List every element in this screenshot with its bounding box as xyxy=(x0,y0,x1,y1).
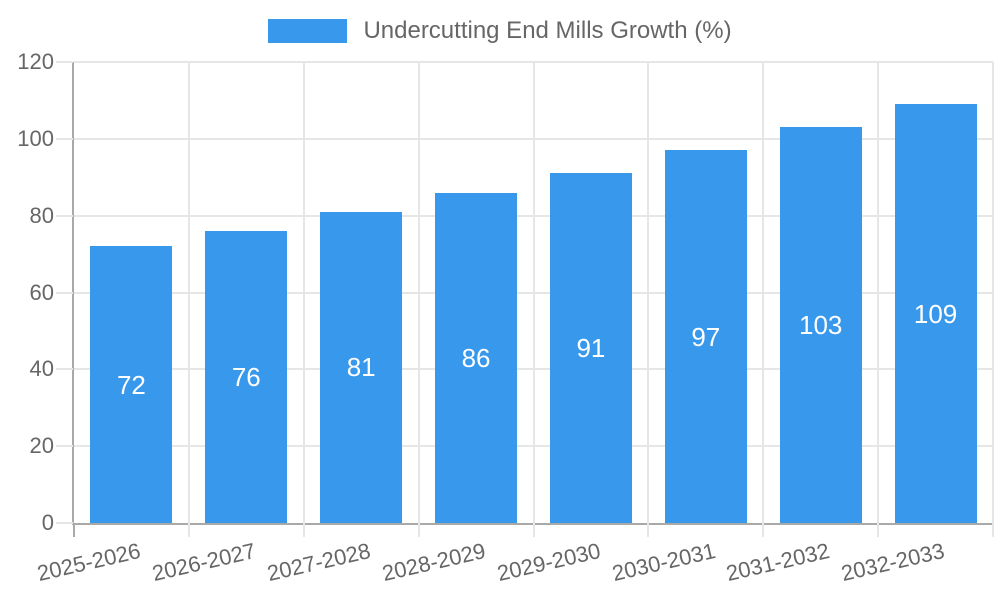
y-tick-label: 100 xyxy=(17,125,54,151)
bar-2027-2028: 81 xyxy=(320,211,403,523)
x-tick-mark xyxy=(992,523,994,537)
legend-swatch xyxy=(268,19,348,43)
x-gridline xyxy=(187,62,190,523)
x-tick-mark xyxy=(877,523,880,537)
x-tick-mark xyxy=(187,523,190,537)
y-tick-mark xyxy=(56,137,73,140)
y-axis-line xyxy=(72,62,74,523)
x-tick-mark xyxy=(302,523,305,537)
x-tick-label: 2027-2028 xyxy=(264,538,373,587)
bar-2026-2027: 76 xyxy=(205,231,288,523)
x-tick-label: 2029-2030 xyxy=(494,538,603,587)
bar-2030-2031: 97 xyxy=(664,150,747,523)
x-gridline xyxy=(417,62,420,523)
y-tick-label: 80 xyxy=(29,202,54,228)
y-tick-label: 40 xyxy=(29,356,54,382)
y-tick-mark xyxy=(56,214,73,217)
x-tick-label: 2028-2029 xyxy=(379,538,488,587)
legend-label: Undercutting End Mills Growth (%) xyxy=(363,17,732,44)
bar-value-label: 76 xyxy=(231,362,261,393)
x-tick-label: 2031-2032 xyxy=(724,538,833,587)
x-tick-label: 2030-2031 xyxy=(609,538,718,587)
y-tick-mark xyxy=(56,61,73,63)
bar-2025-2026: 72 xyxy=(90,246,173,523)
y-tick-label: 0 xyxy=(41,510,54,535)
bar-value-label: 81 xyxy=(346,352,376,383)
bar-value-label: 103 xyxy=(798,310,843,341)
x-tick-mark xyxy=(762,523,765,537)
x-gridline xyxy=(877,62,880,523)
y-tick-label: 20 xyxy=(29,433,54,459)
plot-area: 0 20 40 60 80 100 120 72 2025-2026 76 2026-2027 81 2… xyxy=(17,49,994,586)
bar-value-label: 109 xyxy=(913,298,958,329)
bar-2029-2030: 91 xyxy=(549,173,632,523)
bar-2032-2033: 109 xyxy=(894,104,977,523)
x-tick-label: 2032-2033 xyxy=(839,538,948,587)
x-tick-mark xyxy=(647,523,650,537)
y-tick-mark xyxy=(56,522,73,524)
bar-2031-2032: 103 xyxy=(779,127,862,523)
x-gridline xyxy=(647,62,650,523)
x-tick-label: 2026-2027 xyxy=(149,538,258,587)
bar-value-label: 91 xyxy=(576,333,606,364)
bar-value-label: 97 xyxy=(691,321,721,352)
bar-2028-2029: 86 xyxy=(435,192,518,523)
y-tick-label: 120 xyxy=(17,49,54,74)
y-tick-label: 60 xyxy=(29,279,54,305)
x-gridline xyxy=(762,62,765,523)
y-tick-mark xyxy=(56,445,73,448)
chart-legend: Undercutting End Mills Growth (%) xyxy=(0,17,1000,45)
x-tick-label: 2025-2026 xyxy=(34,538,144,587)
x-gridline xyxy=(532,62,535,523)
x-gridline xyxy=(302,62,305,523)
x-gridline xyxy=(992,62,994,523)
y-tick-mark xyxy=(56,368,73,371)
x-tick-mark xyxy=(73,523,75,537)
y-tick-mark xyxy=(56,291,73,294)
x-tick-mark xyxy=(532,523,535,537)
x-tick-mark xyxy=(417,523,420,537)
bar-value-label: 72 xyxy=(116,369,146,400)
bar-value-label: 86 xyxy=(461,342,491,373)
